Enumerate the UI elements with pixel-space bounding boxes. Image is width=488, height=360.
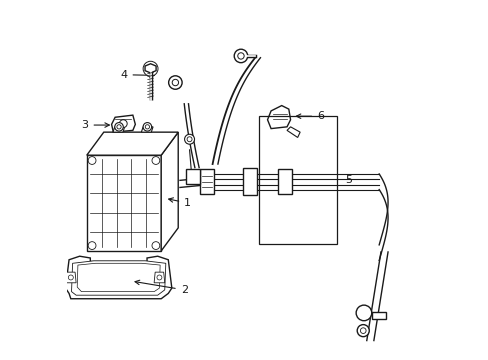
Text: 2: 2 (135, 280, 187, 295)
Circle shape (152, 242, 160, 249)
Polygon shape (161, 132, 178, 251)
Circle shape (237, 53, 244, 59)
Polygon shape (111, 115, 135, 132)
Circle shape (68, 275, 73, 280)
Circle shape (234, 49, 247, 63)
Polygon shape (145, 64, 156, 73)
Polygon shape (86, 155, 161, 251)
Circle shape (117, 125, 121, 129)
Circle shape (157, 275, 162, 280)
Bar (278, 168, 292, 194)
Polygon shape (141, 127, 153, 132)
Polygon shape (154, 272, 164, 283)
Bar (242, 168, 256, 195)
Polygon shape (113, 127, 124, 132)
Circle shape (88, 157, 96, 165)
Polygon shape (65, 272, 76, 283)
Polygon shape (86, 132, 178, 155)
Bar (371, 312, 385, 319)
Circle shape (187, 137, 192, 142)
Text: 5: 5 (345, 175, 352, 185)
Circle shape (143, 123, 151, 131)
Circle shape (172, 79, 178, 86)
Polygon shape (286, 127, 300, 138)
Text: 6: 6 (296, 111, 324, 121)
Bar (200, 168, 213, 194)
Circle shape (119, 120, 127, 127)
Text: 1: 1 (168, 198, 191, 208)
Polygon shape (71, 261, 165, 295)
Bar (185, 169, 200, 184)
Circle shape (88, 242, 96, 249)
Circle shape (168, 76, 182, 89)
Polygon shape (77, 263, 160, 292)
Circle shape (360, 328, 366, 333)
Circle shape (115, 123, 123, 131)
Polygon shape (65, 256, 171, 299)
Circle shape (152, 157, 160, 165)
Bar (258, 116, 336, 244)
Text: 4: 4 (120, 70, 154, 80)
Circle shape (356, 325, 368, 337)
Circle shape (143, 61, 158, 76)
Circle shape (355, 305, 371, 321)
Circle shape (184, 134, 194, 144)
Text: 3: 3 (81, 120, 109, 130)
Circle shape (145, 125, 149, 129)
Polygon shape (267, 105, 290, 129)
